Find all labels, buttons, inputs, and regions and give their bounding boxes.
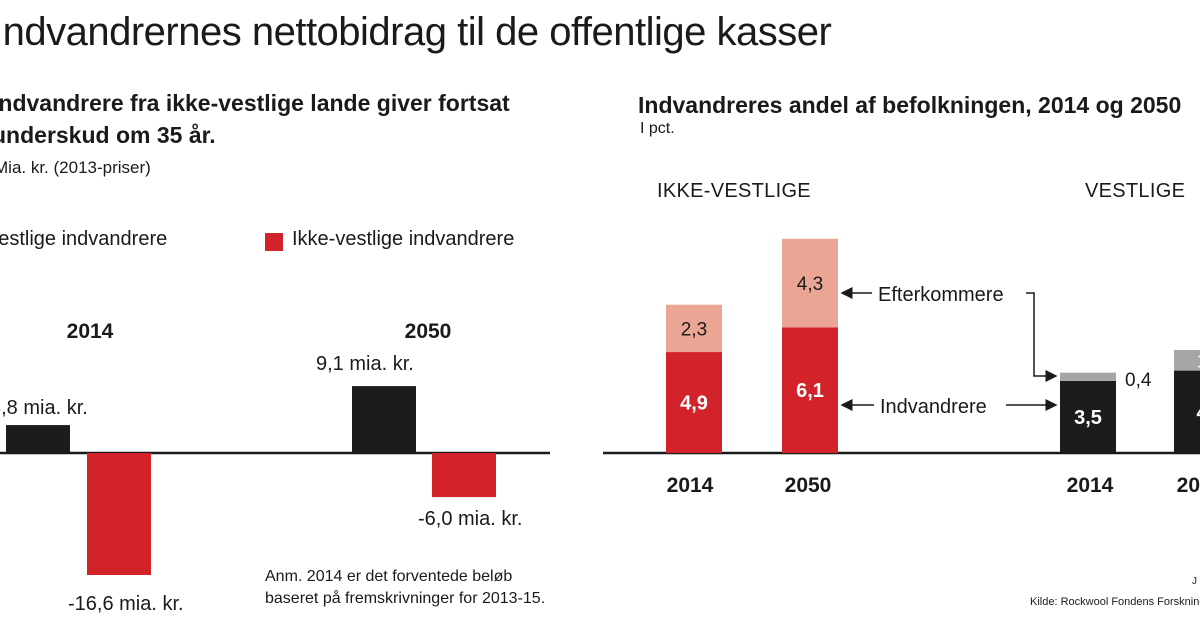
left-bar-ikke-vestlige-2050 <box>432 453 496 498</box>
right-bar-efterkommere-vestlige-2014 <box>1060 372 1116 381</box>
annotation-efterkommere: Efterkommere <box>878 284 1004 306</box>
left-chart-note-line-2: baseret på fremskrivninger for 2013-15. <box>265 590 546 607</box>
right-bar-indvandrere-ikke-vestlige-2050 <box>782 327 838 453</box>
source-initial: J <box>1192 576 1197 587</box>
right-category-ikke-vestlige-2050: 2050 <box>785 474 832 497</box>
legend-swatch-ikke-vestlige <box>265 233 283 251</box>
left-category-2050: 2050 <box>405 320 452 343</box>
left-bar-vestlige-2014 <box>6 425 70 453</box>
left-category-2014: 2014 <box>67 320 114 343</box>
right-bar-indvandrere-vestlige-2014 <box>1060 380 1116 453</box>
left-chart-title-line-1: Indvandrere fra ikke-vestlige lande give… <box>0 90 510 116</box>
left-data-label-vestlige-2050: 9,1 mia. kr. <box>316 353 414 375</box>
left-data-label-ikke-vestlige-2014: -16,6 mia. kr. <box>68 593 184 615</box>
right-data-label-efterkommere-ikke-vestlige-2014: 2,3 <box>681 319 707 340</box>
right-chart-title: Indvandreres andel af befolkningen, 2014… <box>638 92 1182 118</box>
left-bar-ikke-vestlige-2014 <box>87 453 151 576</box>
right-category-ikke-vestlige-2014: 2014 <box>667 474 714 497</box>
left-chart-note-line-1: Anm. 2014 er det forventede beløb <box>265 568 513 585</box>
group-heading-vestlige: VESTLIGE <box>1085 180 1186 202</box>
group-heading-ikke-vestlige: IKKE-VESTLIGE <box>657 180 811 202</box>
left-data-label-vestlige-2014: 3,8 mia. kr. <box>0 397 88 419</box>
right-data-label-indvandrere-ikke-vestlige-2014: 4,9 <box>680 393 708 415</box>
legend-label-ikke-vestlige: Ikke-vestlige indvandrere <box>292 228 515 250</box>
arrow-efterkommere-right <box>1026 292 1058 382</box>
left-data-label-ikke-vestlige-2050: -6,0 mia. kr. <box>418 508 522 530</box>
right-data-label-indvandrere-ikke-vestlige-2050: 6,1 <box>796 380 824 402</box>
right-bar-efterkommere-ikke-vestlige-2014 <box>666 304 722 353</box>
annotation-indvandrere: Indvandrere <box>880 396 987 418</box>
right-bar-indvandrere-ikke-vestlige-2014 <box>666 352 722 453</box>
right-bar-efterkommere-vestlige-2050 <box>1174 350 1200 371</box>
right-category-vestlige-2014: 2014 <box>1067 474 1114 497</box>
right-bar-efterkommere-ikke-vestlige-2050 <box>782 238 838 328</box>
right-data-label-indvandrere-vestlige-2014: 3,5 <box>1074 407 1102 429</box>
right-data-label-efterkommere-vestlige-2050: 1 <box>1197 351 1200 372</box>
left-bar-vestlige-2050 <box>352 386 416 453</box>
right-data-label-efterkommere-vestlige-2014: 0,4 <box>1125 370 1152 391</box>
main-title: Indvandrernes nettobidrag til de offentl… <box>0 10 832 54</box>
right-bar-indvandrere-vestlige-2050 <box>1174 370 1200 453</box>
right-category-vestlige-2050: 2050 <box>1177 474 1200 497</box>
left-chart-title-line-2: underskud om 35 år. <box>0 122 216 148</box>
source-text: Kilde: Rockwool Fondens Forskningsenhed <box>1030 596 1200 608</box>
left-chart-unit: Mia. kr. (2013-priser) <box>0 158 151 177</box>
legend-label-vestlige: Vestlige indvandrere <box>0 228 168 250</box>
right-data-label-efterkommere-ikke-vestlige-2050: 4,3 <box>797 274 823 295</box>
right-chart-unit: I pct. <box>640 120 675 137</box>
right-data-label-indvandrere-vestlige-2050: 4 <box>1196 402 1200 424</box>
